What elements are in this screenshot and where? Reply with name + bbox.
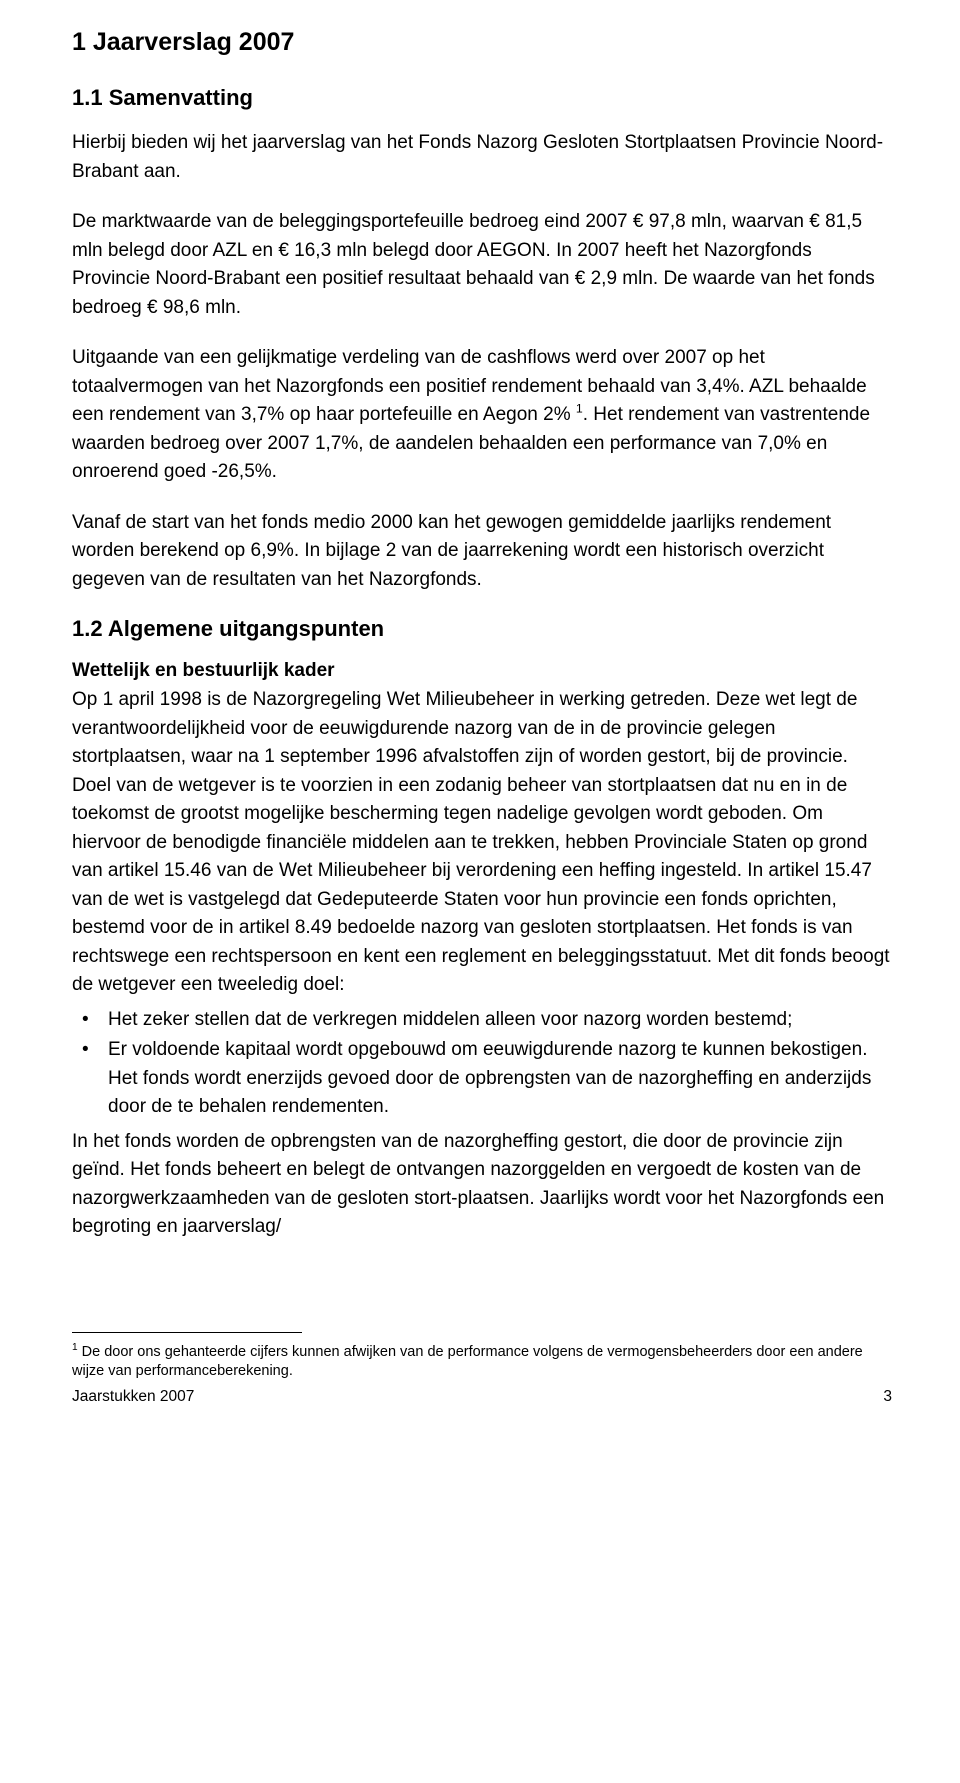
footnote-text-1: De door ons gehanteerde cijfers kunnen a… — [72, 1344, 863, 1380]
s11-para-4: Vanaf de start van het fonds medio 2000 … — [72, 509, 892, 595]
s12-para-1: Op 1 april 1998 is de Nazorgregeling Wet… — [72, 686, 892, 1000]
section-1-2-subheading: Wettelijk en bestuurlijk kader — [72, 660, 892, 682]
s12-bullet-list: Het zeker stellen dat de verkregen midde… — [72, 1006, 892, 1122]
footnote-ref-1: 1 — [576, 402, 583, 416]
footer-page-number: 3 — [883, 1388, 892, 1406]
page-footer: Jaarstukken 2007 3 — [72, 1388, 892, 1406]
s11-para-3: Uitgaande van een gelijkmatige verdeling… — [72, 344, 892, 487]
section-1-2-heading: 1.2 Algemene uitgangspunten — [72, 616, 892, 642]
s12-bullet-1: Het zeker stellen dat de verkregen midde… — [72, 1006, 892, 1035]
page-title: 1 Jaarverslag 2007 — [72, 28, 892, 57]
section-1-1-heading: 1.1 Samenvatting — [72, 85, 892, 111]
s11-para-2: De marktwaarde van de beleggingsportefeu… — [72, 208, 892, 322]
footer-left: Jaarstukken 2007 — [72, 1388, 194, 1406]
s12-bullet-2: Er voldoende kapitaal wordt opgebouwd om… — [72, 1036, 892, 1122]
s12-para-2: In het fonds worden de opbrengsten van d… — [72, 1128, 892, 1242]
s11-para-1: Hierbij bieden wij het jaarverslag van h… — [72, 129, 892, 186]
footnote-separator — [72, 1332, 302, 1333]
footnote-1: 1 De door ons gehanteerde cijfers kunnen… — [72, 1343, 892, 1382]
